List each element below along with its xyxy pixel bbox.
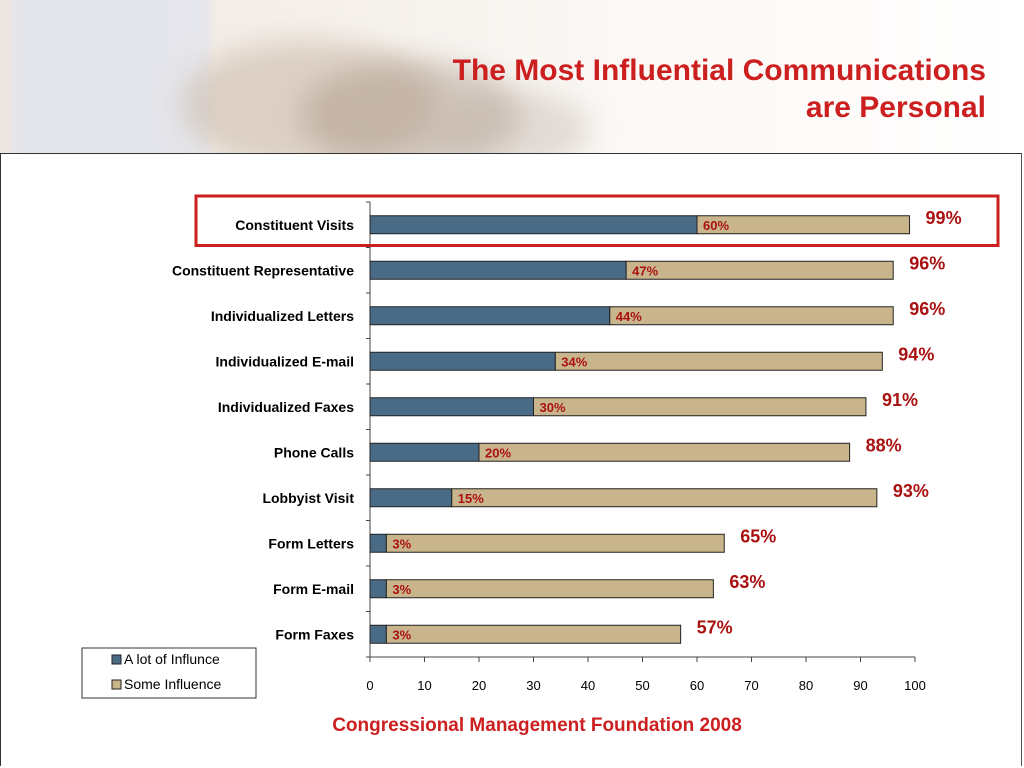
bar-segment-a-lot-of-influence (369, 215, 698, 235)
bar-segment-a-lot-of-influence (369, 260, 627, 280)
category-label: Constituent Representative (172, 262, 354, 278)
footer-source-text: Congressional Management Foundation 2008 (332, 715, 742, 736)
highlight-box (194, 194, 1000, 247)
total-data-label: 96% (909, 299, 945, 319)
background-photo-blur (10, 0, 210, 153)
bar-segment-some-influence (385, 533, 725, 553)
bar-segment-a-lot-of-influence (369, 351, 556, 371)
x-tick-label: 50 (635, 678, 649, 693)
segment-data-label: 20% (485, 445, 511, 460)
total-data-label: 57% (697, 617, 733, 637)
background-photo-blur (430, 90, 590, 153)
legend-swatch (111, 654, 122, 665)
segment-data-label: 3% (392, 582, 411, 597)
bar-segment-some-influence (554, 351, 883, 371)
bar-segment-a-lot-of-influence (369, 533, 387, 553)
bar-segment-some-influence (451, 488, 878, 508)
total-data-label: 94% (898, 344, 934, 364)
bar-segment-a-lot-of-influence (369, 488, 453, 508)
category-label: Constituent Visits (235, 217, 354, 233)
x-tick-label: 60 (690, 678, 704, 693)
background-photo-blur (180, 40, 440, 153)
x-tick-label: 10 (417, 678, 431, 693)
total-data-label: 63% (729, 572, 765, 592)
bar-segment-some-influence (478, 442, 851, 462)
total-data-label: 88% (866, 435, 902, 455)
segment-data-label: 47% (632, 263, 658, 278)
x-tick-label: 80 (799, 678, 813, 693)
x-tick-label: 90 (853, 678, 867, 693)
segment-data-label: 44% (616, 309, 642, 324)
x-tick-label: 100 (904, 678, 926, 693)
legend-label: Some Influence (124, 676, 221, 692)
category-label: Phone Calls (274, 444, 354, 460)
bar-segment-some-influence (609, 306, 894, 326)
slide-title-line-1: The Most Influential Communications (452, 54, 986, 87)
x-tick-label: 30 (526, 678, 540, 693)
category-label: Form Letters (268, 535, 354, 551)
bar-segment-a-lot-of-influence (369, 397, 534, 417)
bar-segment-a-lot-of-influence (369, 624, 387, 644)
x-tick-label: 40 (581, 678, 595, 693)
category-label: Form E-mail (273, 581, 354, 597)
header-background (0, 0, 1024, 153)
slide-title: The Most Influential Communications are … (366, 52, 986, 126)
bar-segment-some-influence (533, 397, 867, 417)
segment-data-label: 3% (392, 627, 411, 642)
legend-label: A lot of Influnce (124, 651, 220, 667)
bar-segment-a-lot-of-influence (369, 306, 611, 326)
total-data-label: 93% (893, 481, 929, 501)
category-label: Form Faxes (275, 626, 354, 642)
x-tick-label: 70 (744, 678, 758, 693)
bar-segment-some-influence (625, 260, 894, 280)
category-label: Lobbyist Visit (262, 490, 354, 506)
footer-source: Congressional Management Foundation 2008 (0, 715, 1024, 737)
segment-data-label: 60% (703, 218, 729, 233)
total-data-label: 91% (882, 390, 918, 410)
total-data-label: 96% (909, 253, 945, 273)
bar-segment-a-lot-of-influence (369, 442, 480, 462)
background-photo-blur (300, 60, 520, 153)
category-label: Individualized Letters (211, 308, 354, 324)
total-data-label: 65% (740, 526, 776, 546)
bar-segment-some-influence (696, 215, 911, 235)
x-tick-label: 20 (472, 678, 486, 693)
slide-title-line-2: are Personal (805, 91, 986, 124)
legend-swatch (111, 679, 122, 690)
segment-data-label: 3% (392, 536, 411, 551)
segment-data-label: 15% (458, 491, 484, 506)
x-tick-label: 0 (366, 678, 373, 693)
bar-segment-a-lot-of-influence (369, 579, 387, 599)
segment-data-label: 34% (561, 354, 587, 369)
bar-segment-some-influence (385, 624, 682, 644)
legend-box (81, 647, 257, 699)
category-label: Individualized E-mail (216, 353, 354, 369)
bar-segment-some-influence (385, 579, 714, 599)
category-label: Individualized Faxes (218, 399, 354, 415)
chart-frame (0, 153, 1022, 766)
total-data-label: 99% (926, 208, 962, 228)
segment-data-label: 30% (540, 400, 566, 415)
